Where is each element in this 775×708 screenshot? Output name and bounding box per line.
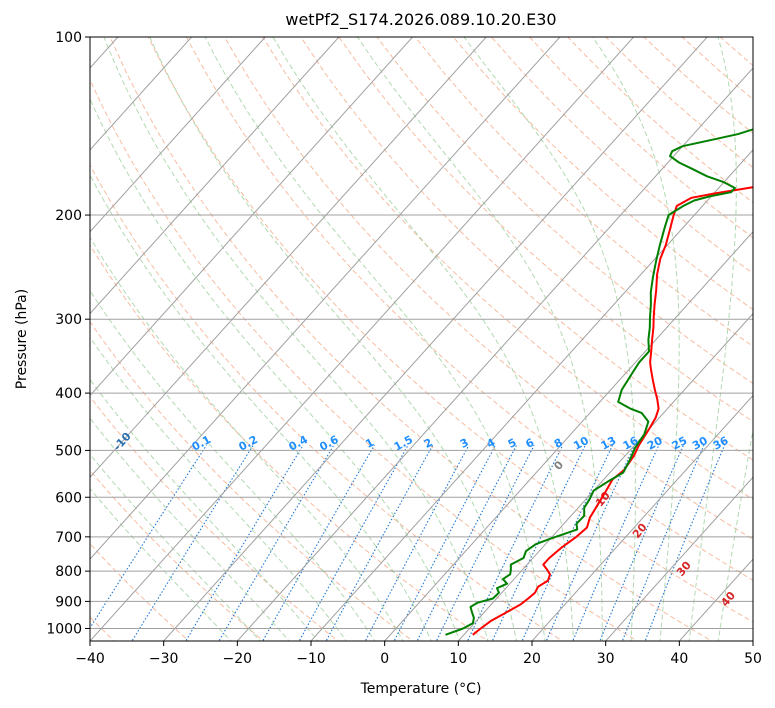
mixing-ratio-label: 36 [711,434,731,453]
isotherm-line [90,37,340,315]
y-tick-label: 300 [55,312,82,328]
chart-title: wetPf2_S174.2026.089.10.20.E30 [285,10,556,30]
mixing-ratio-line [545,444,636,641]
mixing-ratio-line [298,444,409,641]
y-tick-label: 100 [55,30,82,46]
dry-adiabat-line [90,320,414,641]
x-tick-label: −10 [296,651,326,667]
mixing-ratio-line [262,444,375,641]
mixing-ratio-line [521,444,614,641]
mixing-ratio-line [644,444,726,641]
dry-adiabat-line [300,37,753,461]
dewpoint-trace [445,128,753,636]
y-tick-label: 500 [55,443,82,459]
isotherm-line [604,476,753,641]
mixing-ratio-label: 13 [599,434,619,453]
x-tick-label: 30 [597,651,615,667]
mixing-ratio-line [325,444,434,641]
y-tick-label: 900 [55,594,82,610]
moist-adiabat-line [90,378,319,641]
isotherm-line [90,37,487,479]
x-axis-label: Temperature (°C) [360,681,482,697]
isotherm-line [383,230,753,641]
y-axis-label: Pressure (hPa) [14,289,30,389]
x-tick-label: 20 [523,651,541,667]
x-tick-label: −30 [149,651,179,667]
mixing-ratio-line [364,444,470,641]
mixing-ratio-line [621,444,705,641]
x-tick-label: −40 [75,651,105,667]
mixing-ratio-line [185,444,304,641]
axes: −40 −30 −20 −10 0 10 20 30 40 50 100 200 300 400 500 60… [46,30,762,667]
x-tick-label: 0 [380,651,389,667]
x-tick-label: 40 [670,651,688,667]
mixing-ratio-label: 20 [645,434,665,453]
dry-adiabat-line [90,78,639,641]
mixing-ratio-line [466,444,564,641]
mixing-ratio-label: 10 [571,434,591,453]
isotherm-line [531,394,753,641]
moist-adiabat-line [90,97,461,641]
isotherm-line [90,37,266,233]
y-tick-label: 1000 [46,621,82,637]
mixing-ratio-label: 25 [670,434,690,453]
mixing-ratio-line [393,444,496,641]
y-tick-label: 600 [55,490,82,506]
dry-adiabat-line [262,37,753,500]
moist-adiabat-line [90,174,432,641]
dry-adiabat-line [414,37,753,347]
isotherm-line [90,37,414,397]
y-tick-label: 800 [55,564,82,580]
x-tick-label: 10 [449,651,467,667]
dry-adiabat-line [185,37,753,581]
sounding-traces [445,128,753,636]
dry-adiabat-line [376,37,753,385]
mixing-ratio-line [599,444,685,641]
isotherm-line [90,37,635,641]
mixing-ratio-label: 30 [690,434,710,453]
temperature-trace [472,186,753,636]
plot-grid [90,37,753,641]
isotherm-line [90,37,561,560]
y-tick-label: 400 [55,386,82,402]
x-tick-label: 50 [744,651,762,667]
isotherm-line [236,67,753,641]
isotherm-line [310,149,753,641]
x-tick-label: −20 [223,651,253,667]
isotherm-line [162,37,708,641]
mixing-ratio-line [90,444,207,630]
dry-adiabat-line [224,37,753,540]
isotherm-line [90,37,193,151]
plot-frame [89,36,754,642]
y-tick-label: 200 [55,208,82,224]
y-tick-label: 700 [55,530,82,546]
